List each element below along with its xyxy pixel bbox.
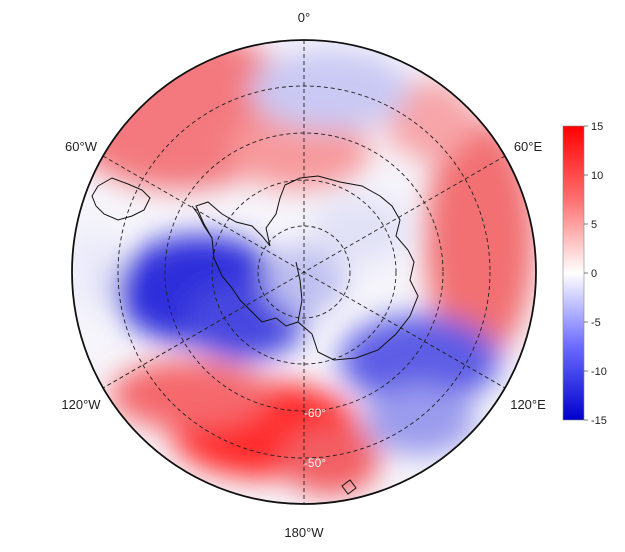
anomaly-pos-indian xyxy=(425,120,535,360)
anomaly-field xyxy=(72,40,535,495)
colorbar-tick-label: -15 xyxy=(591,415,607,427)
map-disc xyxy=(72,40,536,504)
lat-label-60: -60° xyxy=(304,406,326,420)
lon-label-120e: 120°E xyxy=(510,397,546,412)
anomaly-neg-east-coast xyxy=(340,315,500,405)
lon-label-120w: 120°W xyxy=(61,397,101,412)
anomaly-neutral-west xyxy=(72,230,120,310)
map-border xyxy=(71,39,537,505)
new-zealand xyxy=(341,479,357,495)
colorbar-ticks: 15 10 5 0 -5 -10 -15 xyxy=(584,121,607,427)
colorbar-tick-label: -5 xyxy=(591,317,601,329)
anomaly-pos-ne xyxy=(385,80,475,160)
colorbar-tick-label: 0 xyxy=(591,268,597,280)
anomaly-pos-pacific-east xyxy=(280,425,380,495)
antarctica-coastline xyxy=(195,175,419,361)
anomaly-neutral-plateau xyxy=(310,195,410,265)
coastlines xyxy=(91,175,419,495)
colorbar-tick-label: -10 xyxy=(591,366,607,378)
anomaly-pos-weddell xyxy=(230,110,370,190)
colorbar: 15 10 5 0 -5 -10 -15 xyxy=(562,121,607,427)
lon-label-60w: 60°W xyxy=(65,139,98,154)
lon-label-0: 0° xyxy=(298,10,310,25)
colorbar-tick-label: 10 xyxy=(591,170,603,182)
anomaly-neg-north xyxy=(250,50,410,130)
anomaly-pos-pacific-west xyxy=(110,360,270,430)
lon-label-180w: 180°W xyxy=(284,525,324,540)
colorbar-gradient xyxy=(562,125,585,421)
longitude-grid xyxy=(102,40,506,504)
ross-ice-shelf xyxy=(295,261,303,323)
anomaly-neg-rosssea xyxy=(365,385,475,455)
anomaly-neg-pole xyxy=(265,245,345,315)
antarctic-peninsula xyxy=(191,205,213,239)
colorbar-tick-label: 5 xyxy=(591,219,597,231)
colorbar-tick-label: 15 xyxy=(591,121,603,133)
south-america-tip xyxy=(91,177,151,221)
lat-label-50: -50° xyxy=(304,456,326,470)
lon-label-60e: 60°E xyxy=(514,139,543,154)
